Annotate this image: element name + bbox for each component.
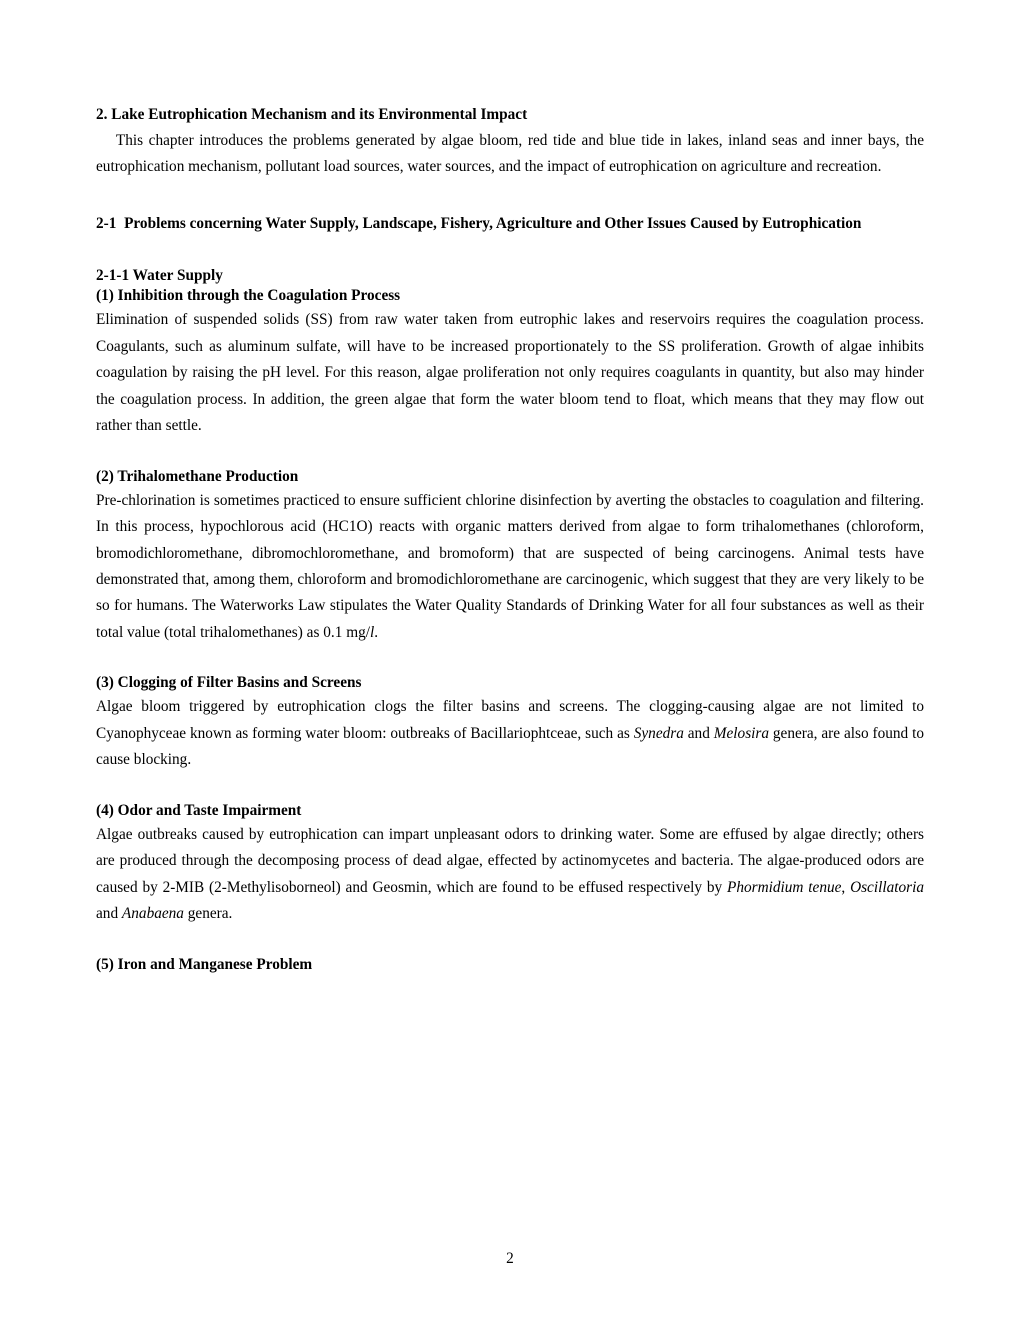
item-3-body: Algae bloom triggered by eutrophication … — [96, 694, 924, 773]
item-1-body: Elimination of suspended solids (SS) fro… — [96, 307, 924, 439]
item-1-title: (1) Inhibition through the Coagulation P… — [96, 287, 924, 305]
section-intro: This chapter introduces the problems gen… — [96, 128, 924, 181]
subsection-text: Problems concerning Water Supply, Landsc… — [124, 215, 861, 232]
water-supply-heading: 2-1-1 Water Supply — [96, 267, 924, 285]
item-2-title: (2) Trihalomethane Production — [96, 468, 924, 486]
document-page: 2. Lake Eutrophication Mechanism and its… — [0, 0, 1020, 1320]
section-title: 2. Lake Eutrophication Mechanism and its… — [96, 106, 924, 124]
item-4-body: Algae outbreaks caused by eutrophication… — [96, 822, 924, 928]
item-4-title: (4) Odor and Taste Impairment — [96, 802, 924, 820]
subsection-num: 2-1 — [96, 215, 116, 232]
item-3-title: (3) Clogging of Filter Basins and Screen… — [96, 674, 924, 692]
page-number: 2 — [0, 1250, 1020, 1268]
item-5-title: (5) Iron and Manganese Problem — [96, 956, 924, 974]
subsection-title: 2-1 Problems concerning Water Supply, La… — [96, 211, 924, 237]
item-2-body: Pre-chlorination is sometimes practiced … — [96, 488, 924, 647]
